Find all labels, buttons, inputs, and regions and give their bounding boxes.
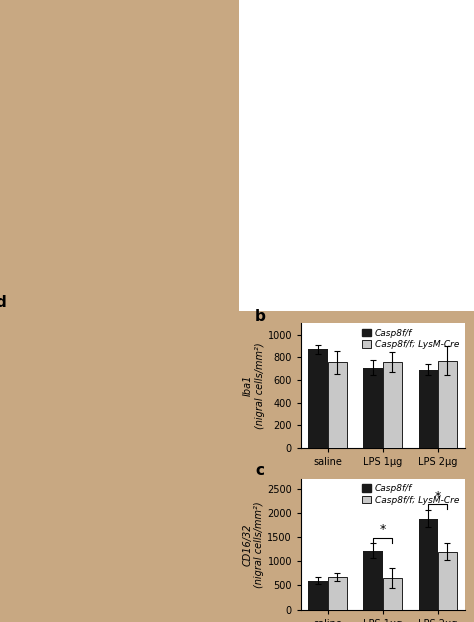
Bar <box>419 370 438 448</box>
Text: b: b <box>255 309 266 323</box>
Legend: Casp8f/f, Casp8f/f; LysM-Cre: Casp8f/f, Casp8f/f; LysM-Cre <box>361 328 460 350</box>
Text: *: * <box>380 523 386 536</box>
Y-axis label: CD16/32
(nigral cells/mm²): CD16/32 (nigral cells/mm²) <box>243 501 264 588</box>
Bar <box>383 362 402 448</box>
Text: *: * <box>435 490 441 503</box>
Bar <box>328 363 347 448</box>
Bar <box>309 580 328 610</box>
Text: d: d <box>0 295 6 310</box>
Bar <box>364 550 383 610</box>
Y-axis label: Iba1
(nigral cells/mm²): Iba1 (nigral cells/mm²) <box>243 342 264 429</box>
Bar <box>328 577 347 610</box>
Bar <box>364 368 383 448</box>
Legend: Casp8f/f, Casp8f/f; LysM-Cre: Casp8f/f, Casp8f/f; LysM-Cre <box>361 483 460 506</box>
Bar <box>309 350 328 448</box>
Bar <box>383 578 402 610</box>
Bar <box>419 519 438 610</box>
Bar <box>438 552 457 610</box>
Text: c: c <box>255 463 264 478</box>
Bar <box>438 361 457 448</box>
